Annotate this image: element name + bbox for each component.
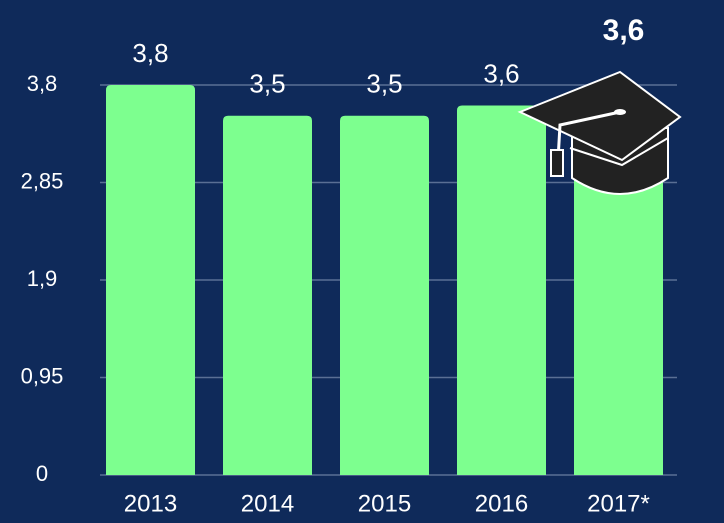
graduation-cap-icon — [517, 70, 682, 195]
y-tick-label: 0,95 — [21, 363, 64, 388]
value-label: 3,8 — [132, 38, 168, 68]
value-label: 3,6 — [603, 14, 645, 47]
x-tick-label: 2017* — [587, 490, 650, 517]
labels: 0 0,95 1,9 2,85 3,8 2013 3,8 2014 3,5 2015 3,5 2016… — [21, 14, 650, 517]
value-label: 3,5 — [249, 69, 285, 99]
y-tick-label: 0 — [36, 461, 48, 486]
y-tick-label: 1,9 — [27, 266, 58, 291]
x-tick-label: 2014 — [241, 490, 294, 517]
bar — [457, 105, 546, 476]
x-tick-label: 2016 — [475, 490, 528, 517]
x-tick-label: 2015 — [358, 490, 411, 517]
plot — [100, 84, 677, 476]
bar — [574, 105, 663, 476]
bar — [106, 85, 195, 475]
value-label: 3,5 — [366, 69, 402, 99]
bar — [223, 115, 312, 475]
value-label: 3,6 — [483, 58, 519, 88]
y-tick-label: 2,85 — [21, 168, 64, 193]
y-tick-label: 3,8 — [27, 71, 58, 96]
x-tick-label: 2013 — [124, 490, 177, 517]
bar — [340, 115, 429, 475]
